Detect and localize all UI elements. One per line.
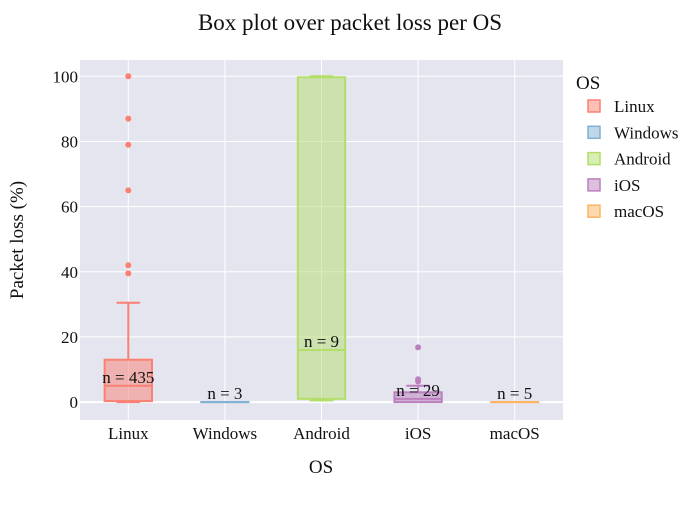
n-count-label: n = 29 bbox=[396, 381, 440, 400]
x-tick-label: Android bbox=[293, 424, 350, 443]
y-tick-label: 0 bbox=[70, 393, 79, 412]
legend-swatch bbox=[588, 100, 600, 112]
outlier-point bbox=[415, 344, 421, 350]
box-macos[interactable]: n = 5 bbox=[491, 384, 538, 403]
outlier-point bbox=[125, 262, 131, 268]
chart-title: Box plot over packet loss per OS bbox=[198, 10, 502, 35]
legend-label: Windows bbox=[614, 123, 678, 142]
outlier-point bbox=[125, 116, 131, 122]
n-count-label: n = 3 bbox=[207, 384, 242, 403]
legend-label: iOS bbox=[614, 176, 640, 195]
legend-swatch bbox=[588, 126, 600, 138]
outlier-point bbox=[125, 187, 131, 193]
y-tick-label: 40 bbox=[61, 263, 78, 282]
n-count-label: n = 435 bbox=[102, 368, 154, 387]
box-android[interactable]: n = 9 bbox=[298, 76, 345, 400]
outlier-point bbox=[125, 73, 131, 79]
x-tick-label: macOS bbox=[490, 424, 540, 443]
box-windows[interactable]: n = 3 bbox=[201, 384, 248, 403]
y-tick-label: 100 bbox=[53, 67, 79, 86]
legend-swatch bbox=[588, 179, 600, 191]
y-tick-label: 80 bbox=[61, 132, 78, 151]
y-tick-label: 20 bbox=[61, 328, 78, 347]
legend-label: macOS bbox=[614, 202, 664, 221]
n-count-label: n = 9 bbox=[304, 332, 339, 351]
legend-swatch bbox=[588, 205, 600, 217]
n-count-label: n = 5 bbox=[497, 384, 532, 403]
x-tick-label: Linux bbox=[108, 424, 149, 443]
legend-label: Linux bbox=[614, 97, 655, 116]
x-tick-label: Windows bbox=[193, 424, 257, 443]
outlier-point bbox=[125, 142, 131, 148]
x-axis-label: OS bbox=[309, 457, 333, 478]
x-tick-label: iOS bbox=[405, 424, 431, 443]
legend-title: OS bbox=[576, 73, 600, 94]
y-tick-label: 60 bbox=[61, 198, 78, 217]
legend-label: Android bbox=[614, 150, 671, 169]
legend-swatch bbox=[588, 153, 600, 165]
outlier-point bbox=[125, 270, 131, 276]
y-axis-label: Packet loss (%) bbox=[7, 181, 28, 299]
